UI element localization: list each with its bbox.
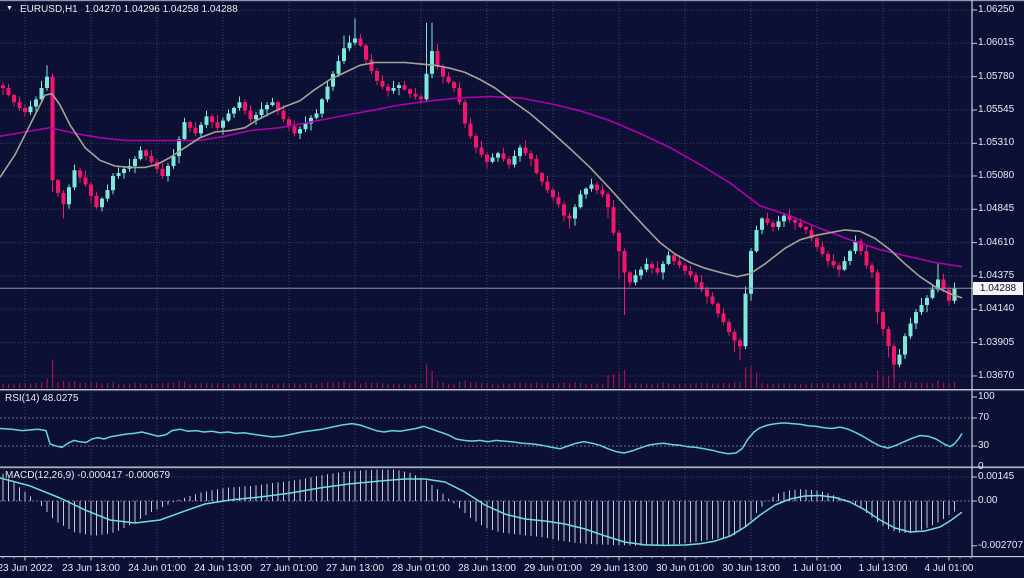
price-axis-label: 1.04610 bbox=[978, 237, 1015, 248]
macd-histogram-layer bbox=[2, 469, 955, 546]
rsi-scale-label: 0 bbox=[978, 461, 984, 472]
price-axis-label: 1.05545 bbox=[978, 104, 1015, 115]
macd-scale-label: -0.002707 bbox=[978, 540, 1024, 551]
chart-title: ▼ EURUSD,H1 1.04270 1.04296 1.04258 1.04… bbox=[6, 4, 238, 15]
time-axis-label: 24 Jun 13:00 bbox=[194, 563, 252, 574]
current-price-tag: 1.04288 bbox=[973, 282, 1023, 295]
symbol-timeframe-label: EURUSD,H1 bbox=[19, 4, 78, 15]
axis-ticks bbox=[2, 9, 977, 561]
time-axis-label: 1 Jul 13:00 bbox=[858, 563, 908, 574]
price-axis-label: 1.05080 bbox=[978, 170, 1015, 181]
rsi-scale-label: 30 bbox=[978, 440, 990, 451]
price-axis-label: 1.06015 bbox=[978, 37, 1015, 48]
panel-separators bbox=[0, 0, 1024, 558]
time-axis-label: 28 Jun 13:00 bbox=[458, 563, 516, 574]
time-axis-label: 29 Jun 01:00 bbox=[524, 563, 582, 574]
time-axis-label: 27 Jun 01:00 bbox=[260, 563, 318, 574]
grid-layer bbox=[0, 2, 972, 555]
ohlc-readout: 1.04270 1.04296 1.04258 1.04288 bbox=[84, 4, 238, 15]
time-axis-label: 30 Jun 13:00 bbox=[722, 563, 780, 574]
price-axis-label: 1.04375 bbox=[978, 270, 1015, 281]
time-axis-label: 24 Jun 01:00 bbox=[128, 563, 186, 574]
rsi-indicator-label: RSI(14) 48.0275 bbox=[5, 393, 79, 404]
candles-layer bbox=[1, 18, 957, 378]
price-axis-label: 1.03670 bbox=[978, 370, 1015, 381]
macd-signal-layer bbox=[0, 477, 963, 547]
price-axis-label: 1.04140 bbox=[978, 303, 1015, 314]
price-axis-label: 1.03905 bbox=[978, 337, 1015, 348]
price-axis-label: 1.06250 bbox=[978, 4, 1015, 15]
price-axis-label: 1.05780 bbox=[978, 71, 1015, 82]
time-axis-label: 4 Jul 01:00 bbox=[924, 563, 974, 574]
chart-marker-icon: ▼ bbox=[6, 5, 13, 12]
time-axis-label: 23 Jun 2022 bbox=[0, 563, 53, 574]
rsi-scale-label: 100 bbox=[978, 391, 995, 402]
time-axis-label: 27 Jun 13:00 bbox=[326, 563, 384, 574]
price-axis-label: 1.05310 bbox=[978, 137, 1015, 148]
time-axis-label: 23 Jun 13:00 bbox=[62, 563, 120, 574]
macd-scale-label: 0.00 bbox=[978, 495, 998, 506]
time-axis-label: 28 Jun 01:00 bbox=[392, 563, 450, 574]
volume-layer bbox=[2, 359, 956, 388]
rsi-scale-label: 70 bbox=[978, 412, 990, 423]
moving-averages-layer bbox=[0, 61, 963, 299]
macd-scale-label: 0.00145 bbox=[978, 471, 1015, 482]
macd-indicator-label: MACD(12,26,9) -0.000417 -0.000679 bbox=[5, 470, 171, 481]
time-axis-label: 1 Jul 01:00 bbox=[792, 563, 842, 574]
rsi-line-layer bbox=[0, 422, 963, 455]
price-axis-label: 1.04845 bbox=[978, 203, 1015, 214]
time-axis-label: 29 Jun 13:00 bbox=[590, 563, 648, 574]
time-axis-label: 30 Jun 01:00 bbox=[656, 563, 714, 574]
